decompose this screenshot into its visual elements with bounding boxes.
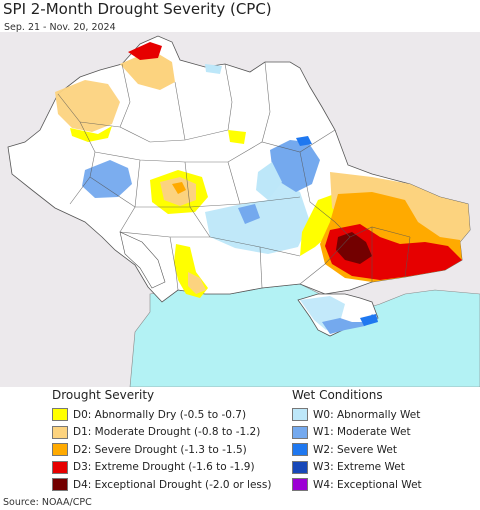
- d1-south: [188, 272, 206, 294]
- legend-swatch-d4: [52, 478, 68, 492]
- w2-northeast-spot: [296, 136, 312, 146]
- legend-swatch-w4: [292, 478, 308, 492]
- legend-label-w0: W0: Abnormally Wet: [313, 408, 421, 421]
- legend-swatch-w3: [292, 460, 308, 474]
- legend-item-d3: D3: Extreme Drought (-1.6 to -1.9): [52, 459, 271, 477]
- oblast-borders: [57, 61, 411, 291]
- wet-legend: Wet Conditions W0: Abnormally Wet W1: Mo…: [292, 388, 422, 494]
- w0-northwest: [205, 64, 222, 74]
- legend-label-w1: W1: Moderate Wet: [313, 426, 411, 439]
- w2-crimea-coast: [360, 314, 378, 326]
- legend-item-w0: W0: Abnormally Wet: [292, 406, 422, 424]
- legend-label-d2: D2: Severe Drought (-1.3 to -1.5): [73, 443, 247, 456]
- legend-item-d4: D4: Exceptional Drought (-2.0 or less): [52, 476, 271, 494]
- legend-item-w4: W4: Exceptional Wet: [292, 476, 422, 494]
- d3-north-tip: [128, 42, 162, 60]
- drought-map: [0, 32, 480, 387]
- legend-swatch-w1: [292, 425, 308, 439]
- w1-north-east: [270, 140, 320, 192]
- legend-swatch-d0: [52, 408, 68, 422]
- legend-label-w2: W2: Severe Wet: [313, 443, 397, 456]
- legend-swatch-d2: [52, 443, 68, 457]
- w1-west: [82, 160, 132, 198]
- legend-swatch-w2: [292, 443, 308, 457]
- moldova-border: [119, 231, 166, 289]
- legend-item-w3: W3: Extreme Wet: [292, 459, 422, 477]
- legend-item-d2: D2: Severe Drought (-1.3 to -1.5): [52, 441, 271, 459]
- drought-legend: Drought Severity D0: Abnormally Dry (-0.…: [52, 388, 271, 494]
- w1-crimea-coast: [322, 314, 378, 334]
- legend-label-w4: W4: Exceptional Wet: [313, 478, 422, 491]
- legend-label-d1: D1: Moderate Drought (-0.8 to -1.2): [73, 426, 261, 439]
- d2-central: [172, 182, 186, 194]
- legend-item-w1: W1: Moderate Wet: [292, 424, 422, 442]
- w0-north-east: [256, 162, 282, 200]
- d4-east: [336, 232, 372, 264]
- legend-item-d1: D1: Moderate Drought (-0.8 to -1.2): [52, 424, 271, 442]
- legend-label-w3: W3: Extreme Wet: [313, 461, 405, 474]
- wet-legend-heading: Wet Conditions: [292, 388, 383, 402]
- w1-central-east: [238, 204, 260, 224]
- legend-label-d4: D4: Exceptional Drought (-2.0 or less): [73, 478, 272, 491]
- map-subtitle: Sep. 21 - Nov. 20, 2024: [4, 22, 116, 33]
- legend-item-d0: D0: Abnormally Dry (-0.5 to -0.7): [52, 406, 271, 424]
- drought-legend-heading: Drought Severity: [52, 388, 155, 402]
- legend-swatch-d1: [52, 425, 68, 439]
- d0-central-north: [228, 130, 246, 144]
- source-credit: Source: NOAA/CPC: [3, 497, 92, 508]
- legend-item-w2: W2: Severe Wet: [292, 441, 422, 459]
- d0-northwest-strip: [70, 126, 112, 142]
- legend-label-d3: D3: Extreme Drought (-1.6 to -1.9): [73, 461, 255, 474]
- map-title: SPI 2-Month Drought Severity (CPC): [3, 0, 272, 18]
- legend-swatch-d3: [52, 460, 68, 474]
- legend-label-d0: D0: Abnormally Dry (-0.5 to -0.7): [73, 408, 247, 421]
- d1-north: [120, 50, 175, 90]
- legend-swatch-w0: [292, 408, 308, 422]
- d1-northwest: [55, 80, 120, 132]
